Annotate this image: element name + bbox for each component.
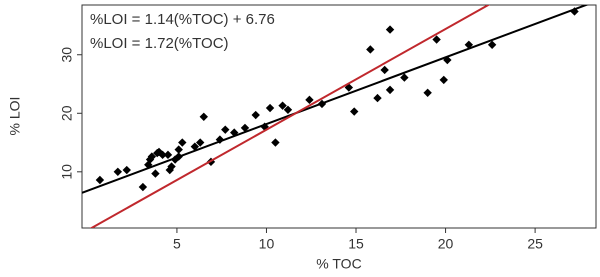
point <box>215 135 225 144</box>
point <box>196 138 205 147</box>
x-tick-label: 20 <box>438 236 454 252</box>
point <box>283 105 293 114</box>
point <box>464 40 474 50</box>
x-tick-label: 15 <box>348 236 364 252</box>
point <box>221 125 230 134</box>
point <box>305 95 314 105</box>
point <box>380 65 389 75</box>
fit-line <box>82 5 589 194</box>
point <box>423 88 432 97</box>
point <box>158 150 167 160</box>
point <box>385 85 395 95</box>
y-axis-title: % LOI <box>7 97 23 136</box>
point <box>432 35 441 44</box>
point <box>122 165 131 175</box>
point <box>366 45 375 54</box>
point <box>174 145 183 154</box>
x-axis-title: % TOC <box>316 256 361 272</box>
point <box>113 167 123 177</box>
point <box>138 182 148 192</box>
point <box>271 138 280 147</box>
y-tick-label: 20 <box>59 105 75 121</box>
point <box>278 101 287 110</box>
x-tick-label: 5 <box>173 236 181 252</box>
point <box>95 175 105 185</box>
point <box>439 75 448 85</box>
x-tick-label: 10 <box>259 236 275 252</box>
point <box>163 150 173 160</box>
point <box>373 93 382 103</box>
equation-label: %LOI = 1.72(%TOC) <box>90 35 229 52</box>
point <box>147 152 157 161</box>
point <box>570 7 579 16</box>
x-tick-label: 25 <box>527 236 543 252</box>
point <box>178 138 187 147</box>
point <box>385 25 395 34</box>
y-tick-label: 10 <box>59 164 75 180</box>
point <box>190 142 200 151</box>
plot-area <box>82 5 589 228</box>
point <box>151 169 160 178</box>
point <box>167 162 176 171</box>
fit-line <box>89 5 491 228</box>
point <box>400 73 409 82</box>
point <box>487 40 497 50</box>
y-tick-label: 30 <box>59 47 75 63</box>
plot-frame <box>81 4 597 229</box>
point <box>265 103 275 113</box>
point <box>240 123 250 133</box>
point <box>350 107 359 116</box>
equation-label: %LOI = 1.14(%TOC) + 6.76 <box>90 11 275 28</box>
point <box>199 112 208 121</box>
point <box>251 110 260 120</box>
